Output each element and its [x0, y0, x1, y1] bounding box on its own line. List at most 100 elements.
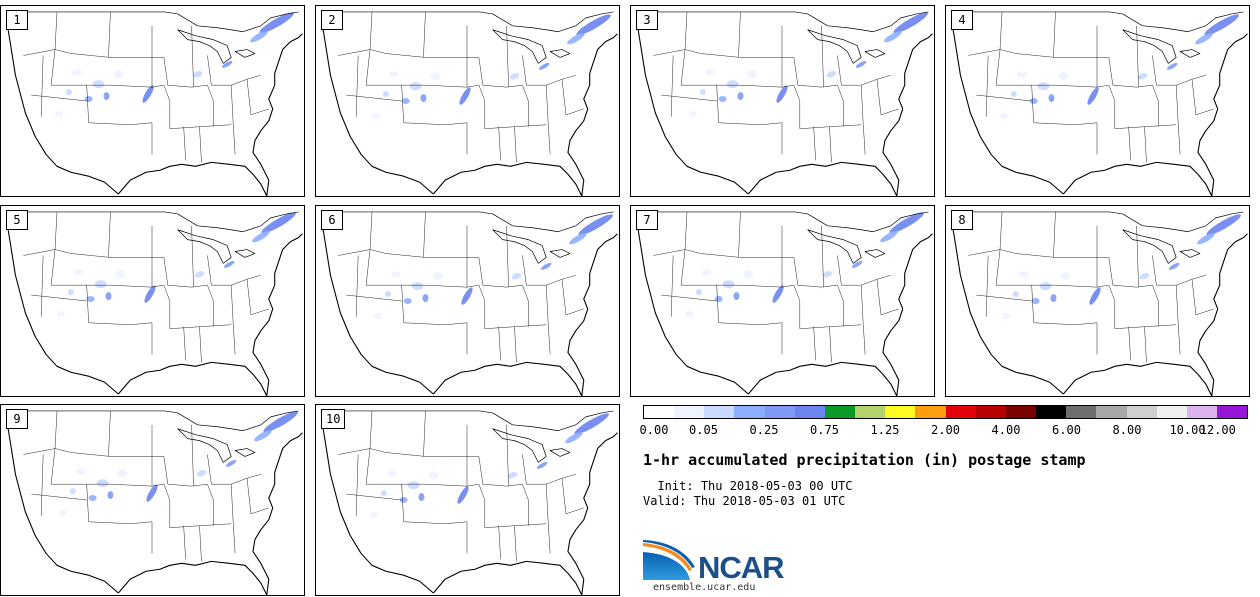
precip-area	[1050, 294, 1057, 302]
precip-area	[726, 80, 739, 89]
coastline	[6, 225, 303, 396]
state-border	[401, 483, 468, 524]
precip-area	[569, 233, 587, 245]
member-number-label: 6	[321, 210, 343, 230]
state-border	[70, 410, 164, 487]
precip-area	[428, 471, 439, 480]
coastline	[321, 25, 618, 196]
state-border	[1031, 284, 1098, 325]
precip-area	[254, 430, 272, 442]
member-map-panel: 1	[0, 5, 305, 197]
state-border	[385, 11, 479, 88]
state-border	[338, 11, 402, 86]
state-border	[163, 225, 214, 327]
precip-area	[1204, 14, 1239, 36]
state-border	[86, 84, 153, 125]
precip-area	[146, 484, 158, 502]
precip-area	[884, 31, 902, 43]
precip-area	[705, 69, 716, 76]
country-border	[336, 11, 614, 33]
state-border	[31, 255, 87, 317]
precip-area	[1166, 62, 1178, 70]
state-border	[70, 211, 164, 288]
member-number-label: 10	[321, 409, 346, 429]
precip-area	[105, 292, 112, 301]
precip-area	[86, 296, 95, 302]
init-label: Init:	[643, 479, 694, 493]
precip-area	[1087, 87, 1099, 105]
conus-map	[951, 11, 1248, 196]
state-border	[338, 211, 402, 286]
state-border	[661, 55, 717, 117]
conus-map	[636, 211, 933, 396]
member-number-label: 7	[636, 210, 658, 230]
colorbar-swatch	[644, 406, 675, 418]
country-border	[336, 211, 614, 233]
coastline	[951, 25, 1248, 196]
precip-area	[567, 33, 585, 45]
great-lakes	[1122, 29, 1201, 64]
state-border	[31, 454, 87, 516]
precip-area	[194, 271, 205, 278]
country-border	[21, 211, 299, 233]
logo-url: ensemble.ucar.edu	[653, 582, 756, 593]
valid-value: Thu 2018-05-03 01 UTC	[693, 494, 846, 508]
country-border	[336, 410, 614, 432]
precip-area	[263, 411, 298, 433]
precip-area	[509, 72, 520, 80]
country-border	[966, 11, 1244, 33]
precip-area	[418, 493, 425, 501]
precip-area	[851, 260, 863, 268]
state-border	[781, 84, 862, 155]
state-border	[346, 55, 402, 117]
precip-area	[384, 291, 391, 298]
state-border	[700, 11, 794, 88]
conus-map	[321, 211, 618, 396]
state-border	[478, 25, 529, 127]
precip-area	[196, 470, 207, 477]
precip-area	[84, 96, 93, 102]
state-border	[385, 211, 479, 288]
logo-text: NCAR	[698, 550, 785, 585]
precip-area	[718, 96, 727, 102]
state-border	[466, 284, 547, 355]
member-map-panel: 8	[945, 205, 1250, 397]
state-border	[478, 225, 529, 327]
conus-map	[6, 410, 303, 595]
conus-map	[6, 11, 303, 196]
state-border	[976, 55, 1032, 117]
coastline	[6, 25, 303, 196]
colorbar-swatch	[1216, 406, 1248, 418]
precip-area	[75, 468, 86, 475]
state-border	[466, 84, 547, 155]
country-border	[21, 11, 299, 33]
precip-area	[73, 269, 84, 276]
member-map-panel: 3	[630, 5, 935, 197]
country-border	[651, 211, 929, 233]
state-border	[401, 284, 468, 325]
precip-area	[1031, 298, 1040, 304]
precip-area	[822, 271, 833, 278]
member-number-label: 3	[636, 10, 658, 30]
state-border	[23, 11, 87, 86]
colorbar-swatch	[1036, 406, 1067, 418]
precip-area	[430, 72, 441, 81]
state-border	[1128, 122, 1181, 163]
precip-area	[1139, 272, 1150, 280]
precip-area	[1195, 33, 1213, 45]
precip-area	[192, 71, 203, 78]
precip-area	[688, 110, 697, 117]
state-border	[1096, 284, 1177, 355]
state-border	[23, 410, 87, 485]
colorbar-tick-labels: 0.00 0.05 0.25 0.75 1.25 2.00 4.00 6.00 8.00 10.0…	[640, 423, 1248, 437]
precip-area	[113, 70, 124, 79]
colorbar-swatch	[674, 406, 705, 418]
coastline	[6, 424, 303, 595]
precip-area	[776, 85, 788, 103]
great-lakes	[492, 428, 571, 463]
precip-area	[55, 110, 63, 117]
great-lakes	[807, 29, 886, 64]
precip-area	[96, 479, 109, 488]
precip-area	[1197, 233, 1215, 245]
state-border	[837, 255, 899, 323]
